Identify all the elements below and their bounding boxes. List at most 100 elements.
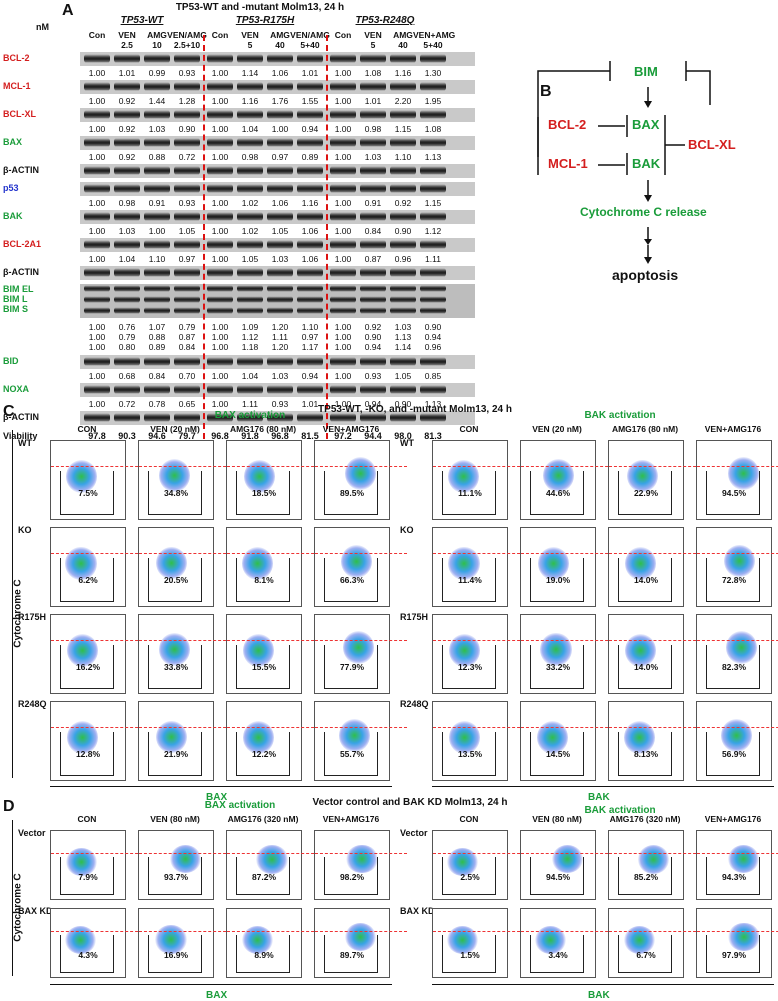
flow-col-header-left: CON: [77, 814, 97, 824]
nm-label: nM: [36, 22, 49, 32]
gate-polygon: [235, 470, 290, 515]
bim-value: 1.07: [148, 322, 166, 332]
flow-plot: 22.9%: [608, 440, 701, 520]
blot-band: [267, 138, 293, 147]
blot-band: [114, 357, 140, 366]
blot-band: [84, 138, 110, 147]
bim-band: [420, 296, 446, 303]
gate-threshold-line: [521, 852, 613, 854]
blot-value: 1.00: [211, 96, 229, 106]
blot-band: [267, 166, 293, 175]
gate-threshold-line: [139, 639, 231, 641]
gate-percentage: 8.9%: [254, 949, 274, 960]
blot-value: 1.00: [334, 226, 352, 236]
panel-d-left-header: BAX activation: [204, 800, 276, 811]
flow-col-header-left: VEN (20 nM): [150, 424, 200, 434]
gate-threshold-line: [521, 465, 613, 467]
scatter-cloud: [344, 457, 376, 490]
blot-value: 0.65: [178, 399, 196, 409]
gate-threshold-line: [433, 930, 525, 932]
flow-plot: 20.5%: [138, 527, 231, 607]
x-axis-label-right: BAK: [588, 990, 610, 1001]
flow-plot: 44.6%: [520, 440, 613, 520]
scatter-cloud: [448, 634, 480, 667]
gate-polygon: [617, 934, 672, 974]
gate-threshold-line: [139, 930, 231, 932]
blot-band: [420, 357, 446, 366]
blot-band: [267, 413, 293, 422]
gate-polygon: [529, 557, 584, 602]
condition-header: VEN 5: [364, 30, 382, 50]
blot-band: [420, 184, 446, 193]
group-separator: [326, 35, 328, 439]
gate-polygon: [147, 731, 202, 776]
panel-d-title: Vector control and BAK KD Molm13, 24 h: [312, 797, 508, 808]
blot-label: β-ACTIN: [3, 267, 39, 277]
bim-value: 1.00: [211, 322, 229, 332]
condition-header: Con: [211, 30, 229, 40]
bim-band: [330, 296, 356, 303]
blot-value: 0.93: [271, 399, 289, 409]
gate-polygon: [617, 856, 672, 896]
blot-band: [174, 413, 200, 422]
scatter-cloud: [537, 546, 569, 580]
scatter-cloud: [723, 544, 755, 578]
bim-band: [330, 307, 356, 314]
blot-band: [330, 82, 356, 91]
gate-polygon: [147, 856, 202, 896]
scatter-cloud: [243, 459, 275, 493]
gate-percentage: 89.7%: [339, 949, 365, 960]
gate-threshold-line: [51, 930, 143, 932]
viability-value: 96.8: [271, 431, 289, 441]
blot-label: β-ACTIN: [3, 412, 39, 422]
blot-label: β-ACTIN: [3, 165, 39, 175]
gate-polygon: [323, 934, 378, 974]
condition-header: VEN+AMG 5+40: [413, 30, 456, 50]
blot-value: 1.11: [242, 399, 258, 409]
bax-node: BAX: [632, 117, 660, 132]
panel-c-letter: C: [3, 403, 15, 420]
blot-band: [297, 212, 323, 221]
blot-band: [420, 268, 446, 277]
panel-d-right-header: BAK activation: [584, 805, 656, 816]
blot-band: [330, 54, 356, 63]
blot-value: 0.94: [301, 124, 319, 134]
gate-polygon: [529, 644, 584, 689]
gate-polygon: [235, 557, 290, 602]
blot-band: [237, 184, 263, 193]
blot-label: MCL-1: [3, 81, 31, 91]
blot-band: [420, 212, 446, 221]
scatter-cloud: [156, 546, 188, 580]
flow-row-label-right: R248Q: [400, 699, 429, 709]
blot-value: 1.10: [394, 152, 412, 162]
blot-band: [420, 54, 446, 63]
blot-value: 1.05: [178, 226, 196, 236]
blot-band: [330, 268, 356, 277]
blot-band: [237, 110, 263, 119]
blot-band: [114, 54, 140, 63]
bim-band: [297, 307, 323, 314]
gate-percentage: 14.0%: [633, 574, 659, 585]
panel-c-title: TP53-WT, -KO, and -mutant Molm13, 24 h: [318, 404, 512, 415]
blot-band: [267, 357, 293, 366]
blot-value: 0.92: [118, 152, 136, 162]
flow-plot: 16.2%: [50, 614, 143, 694]
scatter-cloud: [638, 845, 670, 874]
gate-threshold-line: [51, 552, 143, 554]
blot-band: [144, 184, 170, 193]
viability-value: 81.5: [301, 431, 319, 441]
pathway-lines: [537, 61, 711, 264]
gate-polygon: [705, 557, 760, 602]
gate-threshold-line: [227, 852, 319, 854]
blot-value: 0.98: [241, 152, 259, 162]
blot-band: [267, 82, 293, 91]
gate-threshold-line: [139, 552, 231, 554]
blot-value: 0.87: [364, 254, 382, 264]
gate-polygon: [323, 856, 378, 896]
blot-value: 1.10: [148, 254, 166, 264]
gate-polygon: [59, 557, 114, 602]
bim-value: 1.00: [211, 342, 229, 352]
gate-threshold-line: [521, 930, 613, 932]
panel-a-title: TP53-WT and -mutant Molm13, 24 h: [175, 2, 345, 13]
blot-band: [114, 110, 140, 119]
